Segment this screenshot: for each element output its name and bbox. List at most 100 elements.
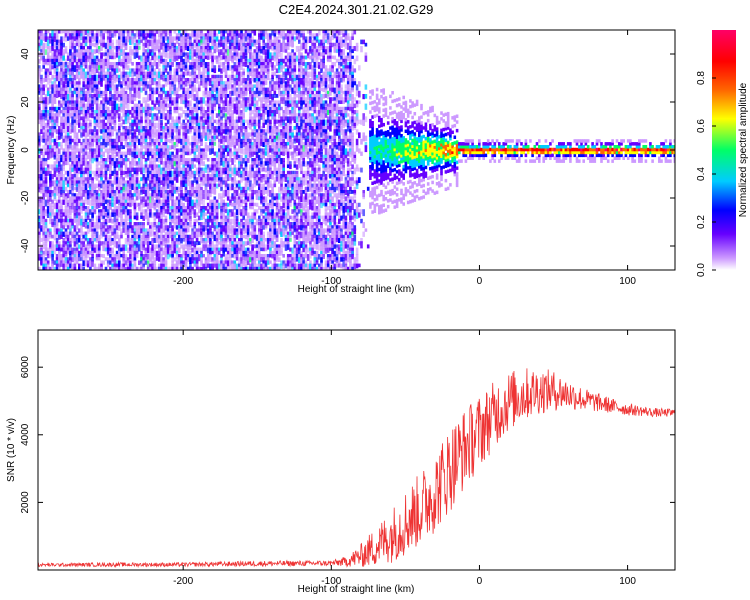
heatmap-cell bbox=[109, 90, 112, 97]
heatmap-cell bbox=[149, 206, 152, 211]
heatmap-cell bbox=[69, 263, 72, 269]
heatmap-cell bbox=[111, 270, 114, 277]
heatmap-cell bbox=[89, 170, 92, 177]
heatmap-cell bbox=[162, 145, 165, 152]
heatmap-cell bbox=[91, 241, 94, 247]
heatmap-cell bbox=[58, 260, 61, 264]
heatmap-cell bbox=[126, 103, 130, 107]
heatmap-cell bbox=[198, 202, 201, 207]
heatmap-cell bbox=[51, 119, 54, 126]
heatmap-cell bbox=[209, 46, 212, 50]
heatmap-cell bbox=[69, 177, 72, 183]
heatmap-cell bbox=[138, 225, 141, 230]
heatmap-cell bbox=[38, 266, 41, 270]
heatmap-cell bbox=[164, 145, 168, 151]
heatmap-cell bbox=[78, 244, 81, 249]
heatmap-cell bbox=[82, 90, 85, 96]
heatmap-cell bbox=[213, 218, 217, 224]
heatmap-cell bbox=[126, 167, 130, 173]
heatmap-cell bbox=[69, 81, 72, 85]
heatmap-cell bbox=[204, 33, 208, 40]
heatmap-cell bbox=[160, 244, 163, 248]
heatmap-cell bbox=[160, 113, 163, 119]
heatmap-cell bbox=[200, 97, 203, 103]
heatmap-cell bbox=[146, 110, 150, 117]
heatmap-cell bbox=[80, 244, 83, 251]
heatmap-cell bbox=[84, 180, 88, 185]
heatmap-cell bbox=[220, 100, 223, 104]
heatmap-cell bbox=[171, 241, 174, 249]
heatmap-cell bbox=[104, 177, 108, 182]
heatmap-cell bbox=[66, 250, 70, 255]
heatmap-cell bbox=[100, 170, 103, 176]
heatmap-cell bbox=[218, 113, 221, 118]
heatmap-cell bbox=[218, 52, 221, 58]
heatmap-cell bbox=[122, 218, 125, 224]
heatmap-cell bbox=[84, 193, 88, 200]
heatmap-cell bbox=[133, 161, 137, 167]
heatmap-cell bbox=[213, 74, 217, 79]
heatmap-cell bbox=[144, 33, 148, 40]
heatmap-cell bbox=[151, 129, 154, 135]
heatmap-cell bbox=[49, 212, 52, 218]
heatmap-cell bbox=[149, 142, 152, 147]
heatmap-cell bbox=[169, 129, 172, 134]
heatmap-cell bbox=[58, 177, 61, 181]
heatmap-cell bbox=[224, 190, 228, 197]
heatmap-cell bbox=[155, 129, 159, 137]
heatmap-cell bbox=[178, 209, 181, 213]
heatmap-cell bbox=[158, 84, 161, 90]
heatmap-cell bbox=[75, 97, 79, 104]
heatmap-cell bbox=[158, 238, 161, 245]
heatmap-cell bbox=[146, 132, 150, 137]
heatmap-cell bbox=[140, 190, 143, 195]
heatmap-cell bbox=[95, 247, 99, 254]
heatmap-cell bbox=[180, 145, 183, 150]
heatmap-cell bbox=[38, 74, 41, 79]
heatmap-cell bbox=[87, 270, 90, 277]
heatmap-cell bbox=[173, 202, 177, 207]
heatmap-cell bbox=[89, 103, 92, 111]
heatmap-cell bbox=[69, 122, 72, 127]
heatmap-cell bbox=[118, 30, 121, 34]
heatmap-cell bbox=[73, 231, 77, 236]
heatmap-cell bbox=[171, 90, 174, 95]
heatmap-cell bbox=[160, 122, 163, 128]
heatmap-cell bbox=[182, 84, 185, 90]
heatmap-cell bbox=[78, 113, 81, 121]
heatmap-cell bbox=[126, 84, 130, 90]
heatmap-cell bbox=[186, 196, 190, 203]
heatmap-cell bbox=[133, 78, 137, 84]
heatmap-cell bbox=[55, 186, 59, 191]
heatmap-cell bbox=[71, 158, 74, 162]
heatmap-cell bbox=[149, 263, 152, 269]
heatmap-cell bbox=[118, 270, 121, 274]
heatmap-cell bbox=[89, 148, 92, 154]
heatmap-cell bbox=[100, 196, 103, 204]
heatmap-cell bbox=[200, 126, 203, 130]
heatmap-cell bbox=[69, 241, 72, 247]
heatmap-cell bbox=[142, 106, 145, 113]
heatmap-cell bbox=[202, 238, 205, 244]
heatmap-cell bbox=[149, 183, 152, 190]
heatmap-cell bbox=[44, 170, 48, 177]
heatmap-cell bbox=[209, 33, 212, 37]
heatmap-cell bbox=[209, 270, 212, 273]
heatmap-cell bbox=[49, 247, 52, 253]
heatmap-cell bbox=[215, 97, 219, 105]
heatmap-cell bbox=[193, 222, 197, 227]
heatmap-cell bbox=[153, 215, 157, 221]
heatmap-cell bbox=[155, 84, 159, 91]
heatmap-cell bbox=[104, 167, 108, 173]
heatmap-cell bbox=[98, 257, 101, 261]
heatmap-cell bbox=[226, 167, 230, 172]
heatmap-cell bbox=[66, 90, 70, 96]
heatmap-cell bbox=[53, 266, 57, 270]
heatmap-cell bbox=[204, 113, 208, 118]
heatmap-cell bbox=[166, 158, 170, 164]
heatmap-cell bbox=[180, 225, 183, 229]
heatmap-cell bbox=[184, 167, 188, 174]
heatmap-cell bbox=[204, 206, 208, 211]
heatmap-cell bbox=[122, 158, 125, 166]
heatmap-cell bbox=[55, 225, 59, 231]
